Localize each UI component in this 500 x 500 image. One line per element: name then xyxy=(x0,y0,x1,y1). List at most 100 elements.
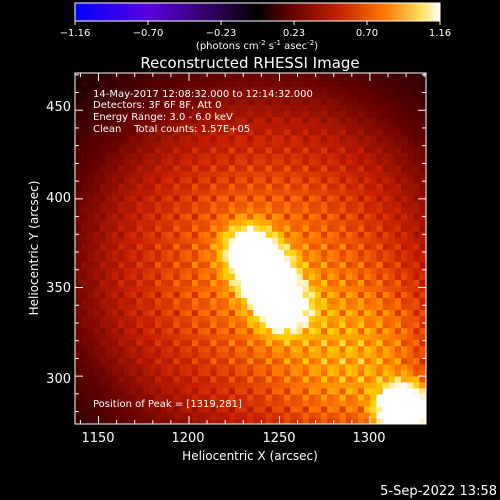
heatmap-pixel xyxy=(124,351,131,359)
heatmap-pixel xyxy=(185,273,193,280)
heatmap-pixel xyxy=(75,387,82,395)
heatmap-pixel xyxy=(136,134,144,142)
heatmap-pixel xyxy=(345,73,353,76)
heatmap-pixel xyxy=(130,98,138,106)
heatmap-pixel xyxy=(351,357,359,365)
heatmap-pixel xyxy=(357,345,365,353)
heatmap-pixel xyxy=(204,405,211,413)
heatmap-pixel xyxy=(333,146,341,154)
heatmap-pixel xyxy=(278,309,285,317)
heatmap-pixel xyxy=(394,92,402,100)
heatmap-pixel xyxy=(124,219,131,226)
heatmap-pixel xyxy=(105,194,113,202)
colorbar: −1.16 −0.70 −0.23 0.23 0.70 1.16 (photon… xyxy=(60,2,451,52)
heatmap-pixel xyxy=(351,110,359,118)
heatmap-pixel xyxy=(339,188,347,196)
heatmap-pixel xyxy=(382,98,390,106)
heatmap-pixel xyxy=(75,267,82,274)
heatmap-pixel xyxy=(265,273,273,280)
heatmap-pixel xyxy=(105,237,113,244)
heatmap-pixel xyxy=(216,375,224,383)
heatmap-pixel xyxy=(148,219,156,226)
heatmap-pixel xyxy=(81,351,88,359)
heatmap-pixel xyxy=(351,267,359,274)
heatmap-pixel xyxy=(81,140,88,148)
heatmap-pixel xyxy=(413,128,421,136)
heatmap-pixel xyxy=(339,339,347,347)
heatmap-pixel xyxy=(407,74,414,82)
heatmap-pixel xyxy=(204,74,211,82)
heatmap-pixel xyxy=(210,219,218,226)
heatmap-pixel xyxy=(87,315,95,323)
heatmap-pixel xyxy=(296,339,304,347)
heatmap-pixel xyxy=(321,255,328,262)
heatmap-pixel xyxy=(118,315,125,323)
heatmap-pixel xyxy=(284,243,291,250)
heatmap-pixel xyxy=(290,176,298,184)
heatmap-pixel xyxy=(333,393,341,401)
heatmap-pixel xyxy=(394,321,402,329)
heatmap-pixel xyxy=(185,339,193,347)
heatmap-pixel xyxy=(394,237,402,244)
heatmap-pixel xyxy=(357,104,365,112)
heatmap-pixel xyxy=(364,116,371,124)
heatmap-pixel xyxy=(81,152,88,160)
heatmap-pixel xyxy=(222,182,230,190)
heatmap-pixel xyxy=(234,164,242,172)
heatmap-pixel xyxy=(81,357,88,365)
heatmap-pixel xyxy=(222,411,230,419)
heatmap-pixel xyxy=(222,381,230,389)
heatmap-pixel xyxy=(142,104,150,112)
heatmap-pixel xyxy=(191,297,199,305)
heatmap-pixel xyxy=(111,194,119,202)
heatmap-pixel xyxy=(407,375,414,383)
heatmap-pixel xyxy=(130,110,138,118)
heatmap-pixel xyxy=(216,116,224,124)
heatmap-pixel xyxy=(99,309,107,317)
heatmap-pixel xyxy=(382,152,390,160)
heatmap-pixel xyxy=(388,128,396,136)
heatmap-pixel xyxy=(284,261,291,268)
heatmap-pixel xyxy=(296,194,304,202)
heatmap-pixel xyxy=(407,231,414,238)
heatmap-pixel xyxy=(105,357,113,365)
heatmap-pixel xyxy=(271,339,279,347)
heatmap-pixel xyxy=(87,237,95,244)
heatmap-pixel xyxy=(210,116,218,124)
heatmap-pixel xyxy=(148,152,156,160)
heatmap-pixel xyxy=(339,194,347,202)
heatmap-pixel xyxy=(382,279,390,286)
heatmap-pixel xyxy=(345,213,353,220)
heatmap-pixel xyxy=(296,176,304,184)
heatmap-pixel xyxy=(154,152,162,160)
heatmap-pixel xyxy=(173,182,181,190)
heatmap-pixel xyxy=(314,122,322,130)
heatmap-pixel xyxy=(179,243,187,250)
heatmap-pixel xyxy=(333,128,341,136)
heatmap-pixel xyxy=(124,170,131,178)
heatmap-pixel xyxy=(247,321,254,329)
heatmap-pixel xyxy=(124,369,131,377)
heatmap-pixel xyxy=(302,333,310,341)
heatmap-pixel xyxy=(357,267,365,274)
heatmap-pixel xyxy=(382,363,390,371)
heatmap-pixel xyxy=(81,74,88,82)
heatmap-pixel xyxy=(333,122,341,130)
heatmap-pixel xyxy=(265,243,273,250)
heatmap-pixel xyxy=(394,188,402,196)
heatmap-pixel xyxy=(407,176,414,184)
heatmap-pixel xyxy=(278,357,285,365)
heatmap-pixel xyxy=(364,285,371,292)
heatmap-pixel xyxy=(351,285,359,292)
heatmap-pixel xyxy=(228,237,236,244)
heatmap-pixel xyxy=(394,73,402,76)
heatmap-pixel xyxy=(394,315,402,323)
heatmap-pixel xyxy=(124,128,131,136)
heatmap-pixel xyxy=(161,333,168,341)
heatmap-pixel xyxy=(124,110,131,118)
heatmap-pixel xyxy=(130,86,138,94)
heatmap-pixel xyxy=(401,200,408,208)
heatmap-pixel xyxy=(327,116,334,124)
heatmap-pixel xyxy=(191,194,199,202)
heatmap-pixel xyxy=(136,309,144,317)
